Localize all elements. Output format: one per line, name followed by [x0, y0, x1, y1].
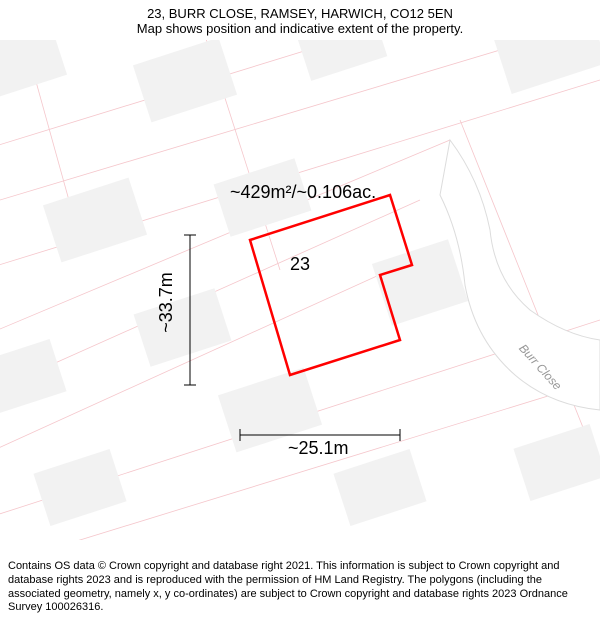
height-label: ~33.7m [156, 272, 177, 333]
map-canvas: ~429m²/~0.106ac. 23 ~33.7m ~25.1m Burr C… [0, 40, 600, 540]
copyright-footer: Contains OS data © Crown copyright and d… [0, 554, 600, 625]
property-number: 23 [290, 254, 310, 275]
area-label: ~429m²/~0.106ac. [230, 182, 376, 203]
header: 23, BURR CLOSE, RAMSEY, HARWICH, CO12 5E… [0, 0, 600, 38]
map-svg [0, 40, 600, 540]
width-label: ~25.1m [288, 438, 349, 459]
page-subtitle: Map shows position and indicative extent… [10, 21, 590, 36]
page-title: 23, BURR CLOSE, RAMSEY, HARWICH, CO12 5E… [10, 6, 590, 21]
